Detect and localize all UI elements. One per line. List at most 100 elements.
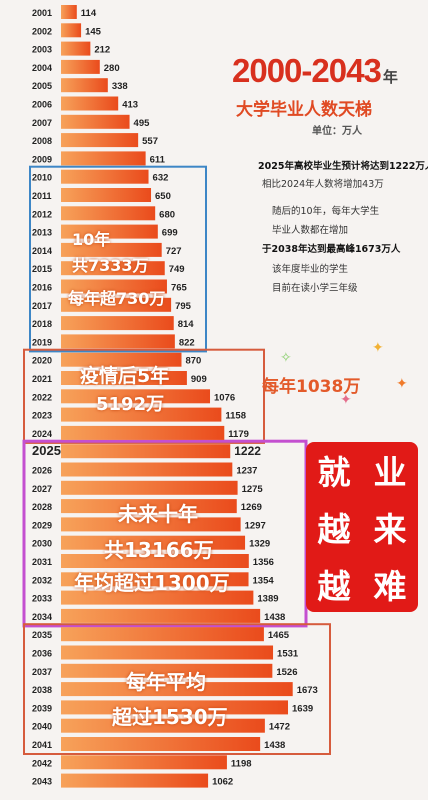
year-label: 2016 <box>32 283 52 293</box>
group-box <box>29 165 207 353</box>
year-label: 2032 <box>32 575 52 585</box>
year-label: 2001 <box>32 8 52 18</box>
value-label: 413 <box>122 100 138 111</box>
group-1-line-2: 共7333万 <box>72 256 149 275</box>
value-label: 870 <box>185 356 201 367</box>
note-line-3: 随后的10年，每年大学生 <box>272 206 380 217</box>
year-label: 2033 <box>32 594 52 604</box>
year-label: 2041 <box>32 740 52 750</box>
bar <box>61 23 82 38</box>
value-label: 822 <box>179 337 195 348</box>
slogan-char: 来 <box>373 509 407 549</box>
year-label: 2019 <box>32 337 52 347</box>
value-label: 1356 <box>253 557 274 568</box>
bar <box>61 41 91 56</box>
bar <box>61 773 209 788</box>
bar <box>61 242 162 257</box>
bar <box>61 737 261 751</box>
chart-subtitle: 大学毕业人数天梯 <box>236 100 372 120</box>
value-label: 650 <box>155 191 171 202</box>
note-line-7: 目前在读小学三年级 <box>272 283 358 294</box>
bar <box>61 755 227 770</box>
bar <box>61 261 165 276</box>
bar <box>61 96 119 111</box>
bar <box>61 663 273 678</box>
bar <box>61 297 172 312</box>
value-label: 1062 <box>212 777 233 788</box>
bar <box>61 590 254 605</box>
bar <box>61 151 146 166</box>
group-3-line-3: 年均超过1300万 <box>74 571 230 595</box>
value-label: 1526 <box>276 667 297 678</box>
group-3-line-2: 共13166万 <box>104 538 214 562</box>
year-label: 2018 <box>32 319 52 329</box>
bar <box>61 608 261 623</box>
value-label: 1472 <box>269 722 290 733</box>
value-label: 280 <box>104 63 120 74</box>
bar <box>61 352 182 367</box>
value-label: 727 <box>166 246 182 257</box>
note-line-4: 毕业人数都在增加 <box>272 225 349 236</box>
year-label: 2029 <box>32 520 52 530</box>
value-label: 1465 <box>268 630 290 641</box>
year-label: 2034 <box>32 612 52 622</box>
year-label: 2020 <box>32 356 52 366</box>
year-label: 2031 <box>32 557 52 567</box>
value-label: 495 <box>134 118 151 129</box>
value-label: 1438 <box>264 740 285 751</box>
year-label: 2023 <box>32 411 52 421</box>
year-label: 2004 <box>32 63 52 73</box>
sparkle-icon: ✦ <box>372 340 384 356</box>
year-label: 2036 <box>32 649 52 659</box>
value-label: 338 <box>112 81 128 92</box>
note-line-5: 于2038年达到最高峰1673万人 <box>262 244 401 255</box>
year-label: 2043 <box>32 777 52 787</box>
value-label: 1531 <box>277 649 299 660</box>
bar <box>61 389 211 404</box>
slogan-char: 难 <box>373 566 407 606</box>
year-label: 2040 <box>32 722 52 732</box>
value-label: 1354 <box>253 575 275 586</box>
year-label: 2028 <box>32 502 52 512</box>
group-2-line-2: 5192万 <box>96 394 165 415</box>
value-label: 1198 <box>231 758 252 769</box>
value-label: 1297 <box>245 520 266 531</box>
year-label: 2008 <box>32 136 52 146</box>
value-label: 765 <box>171 283 188 294</box>
bar <box>61 425 225 440</box>
bar <box>61 371 187 385</box>
year-label: 2007 <box>32 118 52 128</box>
value-label: 611 <box>150 154 166 165</box>
sparkle-icon: ✦ <box>396 376 408 392</box>
group-1-line-3: 每年超730万 <box>68 289 166 308</box>
note-line-6: 该年度毕业的学生 <box>272 264 349 275</box>
value-label: 1179 <box>228 429 249 440</box>
value-label: 909 <box>191 374 207 385</box>
bar <box>61 407 222 422</box>
value-label: 1237 <box>236 466 257 477</box>
bar <box>61 462 233 477</box>
year-label: 2014 <box>32 246 52 256</box>
group-2-line-1: 疫情后5年 <box>80 365 170 387</box>
slogan-char: 越 <box>317 566 351 606</box>
group-1-line-1: 10年 <box>72 230 111 249</box>
bar <box>61 316 174 331</box>
bar <box>61 206 156 221</box>
year-label: 2021 <box>32 374 52 384</box>
slogan-char: 越 <box>317 509 351 549</box>
group-3-line-1: 未来十年 <box>118 502 198 526</box>
value-label: 1275 <box>242 484 264 495</box>
bar <box>61 169 149 184</box>
value-label: 795 <box>175 301 192 312</box>
note-line-2: 相比2024年人数将增加43万 <box>262 179 384 190</box>
value-label: 749 <box>169 264 185 275</box>
bar <box>61 78 108 93</box>
year-label: 2003 <box>32 45 52 55</box>
bar <box>61 224 158 239</box>
unit-label: 单位：万人 <box>312 126 362 137</box>
value-label: 1158 <box>225 411 246 422</box>
sparkle-icon: ✦ <box>340 392 352 408</box>
group-4-line-2: 超过1530万 <box>112 705 228 729</box>
bar <box>61 627 264 642</box>
value-label: 1329 <box>249 539 270 550</box>
